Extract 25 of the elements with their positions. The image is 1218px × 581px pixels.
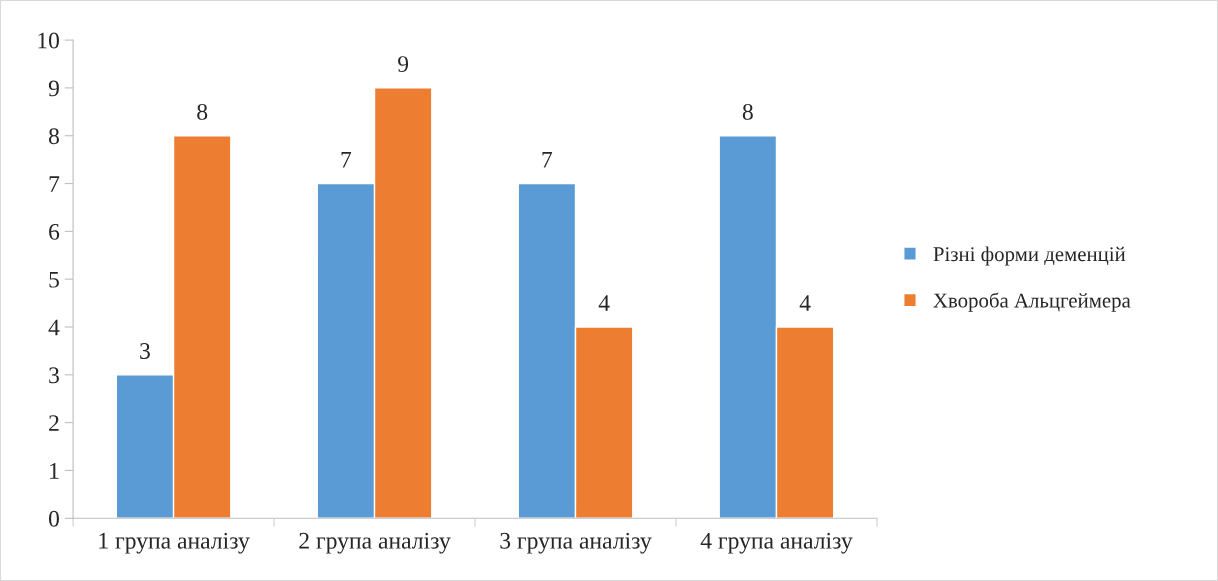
y-tick-label: 3 [49,367,59,384]
data-label: 3 [140,343,150,359]
data-label: 9 [398,56,409,72]
data-label: 8 [197,103,208,120]
y-tick-label: 6 [49,223,60,240]
y-tick-label: 1 [50,463,59,479]
data-label: 7 [542,151,553,168]
x-tick-label: 4 група аналізу [700,532,853,554]
x-tick-label: 1 група аналізу [99,532,250,554]
data-label: 4 [799,295,811,311]
y-tick-label: 0 [48,510,59,527]
y-tick-label: 5 [49,271,59,288]
y-tick-label: 4 [48,319,60,336]
x-tick-label: 2 група аналізу [299,532,451,554]
y-tick-label: 9 [48,80,59,97]
legend-label: Різні форми деменцій [933,246,1126,266]
data-label: 7 [341,151,352,168]
data-label: 8 [742,103,753,120]
y-tick-label: 2 [49,415,59,431]
y-tick-label: 7 [49,176,60,192]
data-label: 4 [598,295,610,311]
legend-label: Хвороба Альцгеймера [933,292,1131,312]
x-tick-label: 3 група аналізу [500,532,652,554]
y-tick-label: 10 [38,32,59,49]
y-tick-label: 8 [48,128,59,145]
